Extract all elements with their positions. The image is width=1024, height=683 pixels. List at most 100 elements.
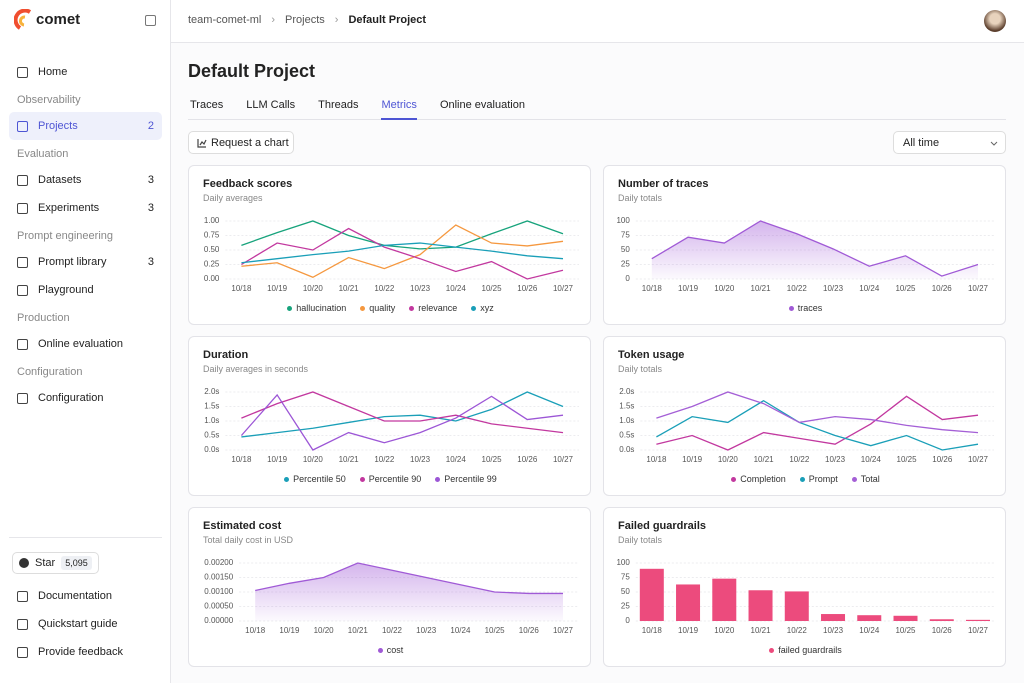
y-tick-label: 1.0s bbox=[619, 416, 634, 425]
legend-label: Total bbox=[860, 474, 880, 484]
logo-text: comet bbox=[36, 11, 81, 28]
x-tick-label: 10/22 bbox=[374, 455, 395, 464]
bar bbox=[929, 619, 954, 621]
y-tick-label: 0.00150 bbox=[204, 573, 233, 582]
y-tick-label: 75 bbox=[621, 231, 630, 240]
x-tick-label: 10/27 bbox=[968, 455, 989, 464]
x-tick-label: 10/21 bbox=[751, 284, 772, 293]
nav-count: 3 bbox=[147, 256, 154, 268]
nav-item[interactable]: Experiments 3 bbox=[9, 194, 162, 222]
x-tick-label: 10/23 bbox=[416, 626, 437, 635]
x-tick-label: 10/20 bbox=[303, 284, 324, 293]
chevron bbox=[990, 141, 998, 146]
x-tick-label: 10/24 bbox=[450, 626, 471, 635]
time-filter[interactable]: All time bbox=[893, 131, 1006, 154]
x-tick-label: 10/25 bbox=[482, 455, 503, 464]
tab[interactable]: Online evaluation bbox=[439, 99, 525, 111]
x-tick-label: 10/25 bbox=[897, 455, 918, 464]
nav-item[interactable]: Home bbox=[9, 58, 162, 86]
series-line bbox=[240, 393, 564, 451]
y-tick-label: 1.00 bbox=[204, 216, 220, 225]
nav-label: Datasets bbox=[38, 174, 82, 186]
x-tick-label: 10/19 bbox=[267, 455, 288, 464]
x-tick-label: 10/21 bbox=[751, 626, 772, 635]
x-tick-label: 10/18 bbox=[642, 626, 663, 635]
nav-section-title: Observability bbox=[17, 94, 81, 106]
y-tick-label: 75 bbox=[621, 573, 630, 582]
x-tick-label: 10/19 bbox=[678, 284, 699, 293]
y-tick-label: 0 bbox=[625, 616, 630, 625]
chart-card: Failed guardrails Daily totals 0 25 50 75 100 1… bbox=[603, 507, 1006, 667]
nav-item[interactable]: Quickstart guide bbox=[9, 610, 162, 638]
nav-label: Playground bbox=[38, 284, 94, 296]
breadcrumb-item[interactable]: Projects bbox=[285, 14, 325, 26]
chart-subtitle: Daily averages in seconds bbox=[203, 364, 309, 374]
legend-dot bbox=[788, 306, 794, 312]
avatar[interactable] bbox=[984, 10, 1006, 32]
breadcrumb-item[interactable]: team-comet-ml bbox=[188, 14, 262, 26]
chart-title: Number of traces bbox=[618, 178, 709, 190]
y-tick-label: 0.5s bbox=[619, 431, 634, 440]
nav-icon bbox=[17, 338, 28, 350]
y-tick-label: 1.0s bbox=[204, 416, 219, 425]
collapse-button[interactable] bbox=[145, 15, 156, 26]
legend-item: Total bbox=[851, 474, 880, 484]
chart-subtitle: Daily totals bbox=[618, 193, 663, 203]
x-tick-label: 10/24 bbox=[859, 626, 880, 635]
tab[interactable]: Threads bbox=[318, 99, 359, 111]
y-tick-label: 1.5s bbox=[204, 402, 219, 411]
x-tick-label: 10/20 bbox=[718, 455, 739, 464]
x-tick-label: 10/18 bbox=[231, 284, 252, 293]
legend: cost bbox=[189, 645, 592, 655]
chart-title: Estimated cost bbox=[203, 520, 282, 532]
legend-label: relevance bbox=[418, 303, 458, 313]
legend-item: Percentile 50 bbox=[284, 474, 346, 484]
tab[interactable]: Traces bbox=[190, 99, 224, 111]
x-tick-label: 10/21 bbox=[754, 455, 775, 464]
legend-item: Completion bbox=[731, 474, 786, 484]
nav-item[interactable]: Documentation bbox=[9, 582, 162, 610]
y-tick-label: 50 bbox=[621, 245, 630, 254]
tab[interactable]: LLM Calls bbox=[246, 99, 296, 111]
y-tick-label: 0 bbox=[625, 274, 630, 283]
nav-icon bbox=[17, 66, 28, 78]
nav-label: Provide feedback bbox=[38, 646, 123, 658]
nav-item[interactable]: Playground bbox=[9, 276, 162, 304]
x-tick-label: 10/24 bbox=[446, 284, 467, 293]
nav-label: Experiments bbox=[38, 202, 100, 214]
chart-icon bbox=[197, 139, 207, 148]
nav-item[interactable]: Configuration bbox=[9, 384, 162, 412]
legend-item: xyz bbox=[471, 303, 494, 313]
nav-label: Documentation bbox=[38, 590, 112, 602]
x-tick-label: 10/27 bbox=[553, 455, 574, 464]
x-tick-label: 10/18 bbox=[646, 455, 667, 464]
x-tick-label: 10/18 bbox=[245, 626, 266, 635]
x-tick-label: 10/20 bbox=[714, 284, 735, 293]
nav-icon bbox=[17, 256, 28, 268]
x-tick-label: 10/21 bbox=[348, 626, 369, 635]
nav-item[interactable]: Prompt library 3 bbox=[9, 248, 162, 276]
tab[interactable]: Metrics bbox=[381, 99, 417, 120]
series-area bbox=[255, 563, 563, 621]
breadcrumb-item[interactable]: Default Project bbox=[348, 14, 427, 26]
chart: 0 25 50 75 100 10/18 10/19 10/20 10/21 10/22 10/23… bbox=[616, 558, 994, 635]
nav-item[interactable]: Datasets 3 bbox=[9, 166, 162, 194]
legend-label: xyz bbox=[480, 303, 494, 313]
request-chart-button[interactable]: Request a chart bbox=[188, 131, 294, 154]
series-line bbox=[241, 391, 564, 438]
legend-dot bbox=[471, 306, 477, 312]
chart: 0 25 50 75 100 10/18 10/19 10/20 10/21 10/22 10/23… bbox=[616, 216, 994, 293]
tab-divider bbox=[188, 119, 1006, 120]
nav-item[interactable]: Online evaluation bbox=[9, 330, 162, 358]
series-line bbox=[241, 227, 564, 280]
nav-item[interactable]: Provide feedback bbox=[9, 638, 162, 666]
nav-item[interactable]: Projects 2 bbox=[9, 112, 162, 140]
x-tick-label: 10/19 bbox=[267, 284, 288, 293]
legend-dot bbox=[435, 477, 441, 483]
legend-dot bbox=[799, 477, 805, 483]
star-button[interactable]: Star 5,095 bbox=[12, 552, 99, 574]
series-line bbox=[241, 220, 564, 250]
legend-dot bbox=[731, 477, 737, 483]
bar bbox=[748, 590, 773, 621]
x-tick-label: 10/19 bbox=[678, 626, 699, 635]
